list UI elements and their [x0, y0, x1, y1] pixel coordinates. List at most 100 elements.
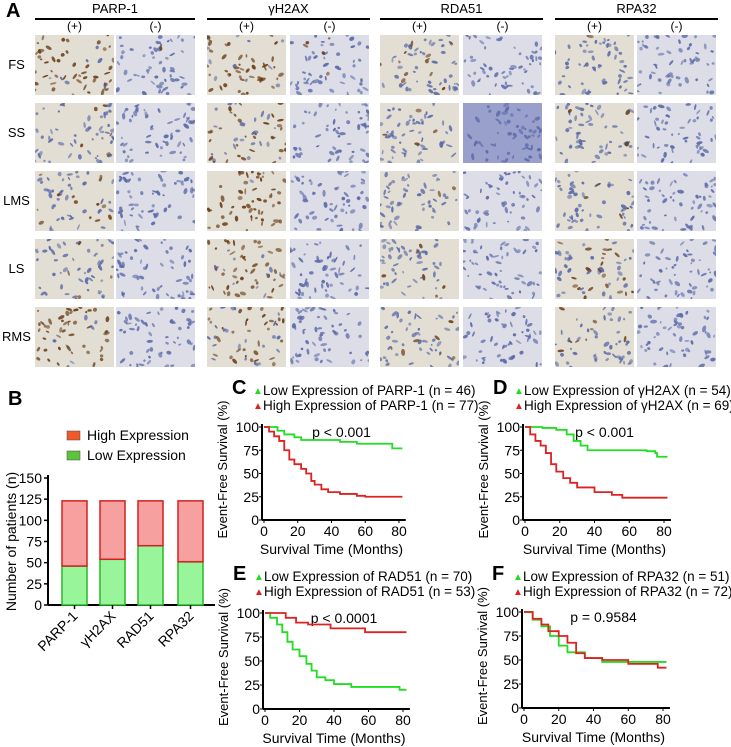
y-tick-label: 25 [26, 576, 42, 592]
survival-curve [525, 426, 668, 458]
y-tick-label: 0 [511, 700, 519, 716]
sign-negative: (-) [670, 19, 683, 33]
ihc-image [290, 103, 369, 163]
sign-positive: (+) [587, 19, 602, 33]
y-tick-label: 25 [503, 676, 519, 692]
bar-segment [99, 558, 126, 606]
x-tick-label: 80 [391, 523, 407, 539]
ihc-image [290, 307, 369, 367]
p-value-annotation: p = 0.9584 [570, 609, 637, 625]
ihc-image [463, 35, 542, 95]
ihc-image [380, 239, 459, 299]
y-tick-label: 25 [244, 677, 260, 693]
ihc-image [380, 171, 459, 231]
legend-entry: High Expression of PARP-1 (n = 77) [263, 398, 478, 413]
legend-marker: ▲ [253, 386, 263, 397]
ihc-image [463, 307, 542, 367]
legend-marker: ▲ [254, 587, 264, 598]
ihc-image [207, 35, 286, 95]
ihc-image [637, 103, 716, 163]
legend-entry: High Expression of γH2AX (n = 69) [524, 398, 731, 413]
ihc-image [290, 239, 369, 299]
y-tick-label: 75 [244, 629, 260, 645]
x-tick-label: PARP-1 [34, 608, 80, 654]
x-tick-label: 0 [520, 711, 528, 727]
marker-divider [555, 18, 718, 20]
y-tick-label: 100 [236, 419, 260, 435]
y-tick-label: 50 [244, 653, 260, 669]
ihc-image [555, 103, 634, 163]
x-tick-label: 20 [290, 523, 306, 539]
x-tick-label: 60 [357, 523, 373, 539]
sign-negative: (-) [496, 19, 509, 33]
bar-segment [61, 500, 88, 567]
panel-label: C [232, 377, 246, 399]
survival-curve [265, 612, 407, 634]
ihc-image [35, 239, 114, 299]
legend-swatch [66, 450, 81, 461]
row-label: RMS [2, 329, 31, 344]
y-axis-label: Event-Free Survival (%) [475, 587, 490, 725]
bar-segment [61, 565, 88, 606]
x-tick-label: 80 [655, 711, 671, 727]
ihc-image [207, 239, 286, 299]
panel-label: F [492, 563, 504, 585]
y-tick-label: 50 [504, 466, 520, 482]
marker-divider [380, 18, 543, 20]
ihc-image [290, 35, 369, 95]
y-tick-label: 100 [19, 512, 43, 528]
panel-label: D [493, 377, 507, 399]
marker-label: γH2AX [268, 1, 309, 16]
x-tick-label: γH2AX [76, 607, 119, 650]
ihc-image [116, 103, 195, 163]
y-tick-label: 75 [243, 442, 259, 458]
y-tick-label: 75 [26, 534, 42, 550]
ihc-image [380, 307, 459, 367]
ihc-image [35, 171, 114, 231]
x-tick-label: 0 [521, 523, 529, 539]
p-value-annotation: p < 0.001 [575, 424, 634, 440]
legend-entry: High Expression of RAD51 (n = 53) [264, 584, 475, 599]
marker-label: PARP-1 [92, 1, 138, 16]
x-tick-label: 20 [551, 711, 567, 727]
ihc-image [637, 35, 716, 95]
y-tick-label: 125 [19, 491, 43, 507]
ihc-image [380, 35, 459, 95]
ihc-image [116, 171, 195, 231]
sign-positive: (+) [67, 19, 82, 33]
bar-segment [137, 500, 164, 547]
sign-negative: (-) [149, 19, 162, 33]
legend-marker: ▲ [513, 572, 523, 583]
ihc-image [555, 239, 634, 299]
y-tick-label: 100 [496, 604, 520, 620]
bar-segment [137, 544, 164, 606]
row-label: SS [7, 125, 26, 140]
y-tick-label: 75 [503, 628, 519, 644]
ihc-image [463, 239, 542, 299]
row-label: LS [8, 261, 25, 276]
y-tick-label: 25 [504, 489, 520, 505]
ihc-image [637, 171, 716, 231]
y-tick-label: 0 [34, 597, 42, 613]
marker-label: RPA32 [616, 1, 657, 16]
legend-entry: Low Expression [87, 447, 186, 463]
row-label: FS [8, 57, 25, 72]
panel-a-label: A [6, 0, 21, 22]
ihc-image [207, 103, 286, 163]
ihc-image [207, 307, 286, 367]
ihc-image [380, 103, 459, 163]
y-tick-label: 50 [503, 652, 519, 668]
ihc-image [637, 239, 716, 299]
x-tick-label: 20 [552, 523, 568, 539]
y-axis-label: Event-Free Survival (%) [215, 401, 230, 539]
sign-negative: (-) [323, 19, 336, 33]
ihc-image [116, 35, 195, 95]
x-tick-label: 40 [586, 711, 602, 727]
x-tick-label: 60 [621, 523, 637, 539]
legend-entry: Low Expression of RAD51 (n = 70) [264, 569, 472, 584]
legend-marker: ▲ [514, 401, 524, 412]
ihc-image [207, 171, 286, 231]
ihc-image [555, 35, 634, 95]
x-tick-label: 0 [260, 523, 268, 539]
